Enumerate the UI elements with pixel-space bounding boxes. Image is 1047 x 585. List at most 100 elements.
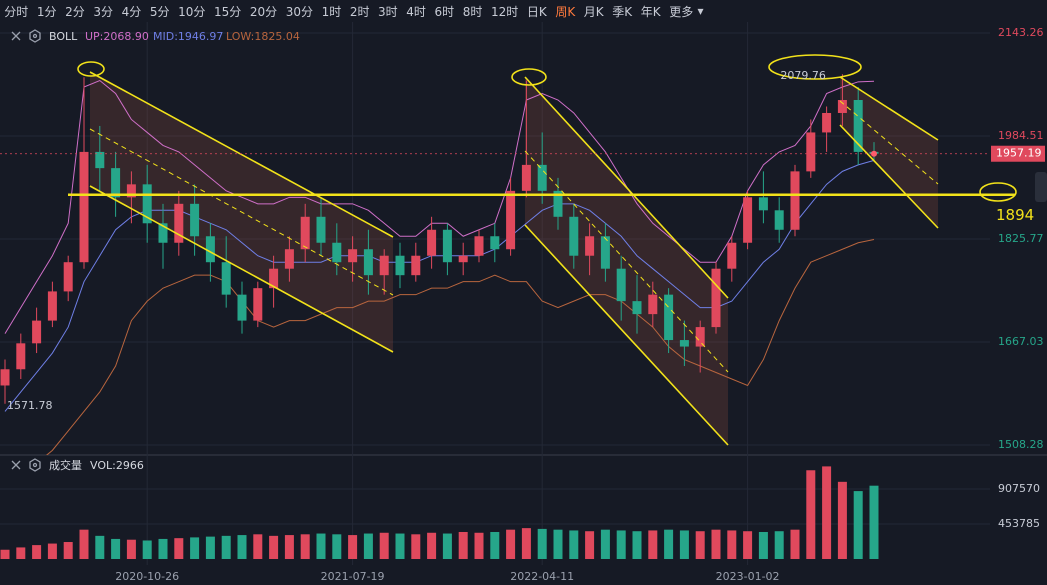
candle-body (16, 343, 26, 370)
y-tick-label: 1508.28 (998, 438, 1044, 451)
y-tick-label: 2143.26 (998, 26, 1044, 39)
volume-bar (774, 531, 784, 559)
candle-body (142, 184, 152, 224)
interval-tab[interactable]: 6时 (434, 4, 455, 19)
interval-tab[interactable]: 15分 (213, 4, 242, 19)
volume-bar (47, 543, 57, 559)
candle-body (253, 288, 263, 321)
candle-body (126, 184, 136, 198)
interval-tab[interactable]: 1时 (321, 4, 342, 19)
volume-bar (158, 538, 168, 559)
legend-entry: LOW:1825.04 (226, 30, 300, 43)
volume-bar (822, 466, 832, 559)
interval-tab[interactable]: 周K (555, 4, 576, 19)
candle-body (727, 242, 737, 269)
volume-bar (695, 531, 705, 559)
candle-body (411, 255, 421, 276)
interval-tab[interactable]: 日K (526, 4, 547, 19)
volume-bar (616, 530, 626, 559)
interval-tab[interactable]: 3时 (378, 4, 398, 19)
volume-bar (221, 535, 231, 559)
interval-tab[interactable]: 月K (583, 4, 604, 19)
volume-bar (727, 530, 737, 559)
volume-bar (600, 529, 610, 559)
volume-bar (474, 532, 484, 559)
candle-body (427, 229, 437, 256)
background (0, 22, 1047, 585)
x-tick-label: 2023-01-02 (716, 570, 780, 583)
volume-bar (395, 533, 405, 559)
candle-body (774, 210, 784, 230)
interval-tab[interactable]: 20分 (249, 4, 278, 19)
volume-bar (332, 534, 342, 559)
candle-body (837, 99, 847, 113)
volume-bar (427, 532, 437, 559)
volume-bar (16, 547, 26, 559)
candle-body (822, 112, 832, 133)
interval-tab[interactable]: 4分 (121, 4, 142, 19)
dropdown-caret[interactable]: ▾ (697, 4, 704, 18)
candle-body (553, 190, 563, 217)
candle-body (711, 268, 721, 328)
pane-icons (11, 29, 41, 472)
y-tick-label: 1984.51 (998, 129, 1044, 142)
interval-tab[interactable]: 30分 (285, 4, 313, 19)
candle-body (32, 320, 42, 344)
volume-bar (411, 534, 421, 559)
volume-bar (569, 530, 579, 559)
volume-bar (379, 532, 389, 559)
max-label: 2079.76 (780, 69, 826, 82)
candle-body (190, 203, 200, 237)
candle-body (205, 236, 215, 263)
candle-body (790, 171, 800, 230)
candle-body (616, 268, 626, 302)
volume-bar (190, 537, 200, 559)
interval-tab[interactable]: 季K (612, 4, 633, 19)
volume-legend: VOL:2966 (90, 459, 144, 472)
interval-tab[interactable]: 分时 (4, 4, 29, 19)
toolbar: 分时 1分 2分 3分 4分 5分 10分 15分 20分 30分 1时 2时 3时 4时 6时 8时 12时日… (0, 0, 704, 22)
volume-bar (758, 531, 768, 559)
candle-body (174, 203, 184, 243)
interval-tab[interactable]: 2时 (349, 4, 370, 19)
interval-tab[interactable]: 4时 (406, 4, 426, 19)
candle-body (474, 236, 484, 256)
candle-body (95, 151, 105, 169)
candle-body (506, 190, 516, 250)
interval-tab[interactable]: 3分 (93, 4, 114, 19)
candle-body (806, 132, 816, 172)
interval-tab[interactable]: 年K (640, 4, 661, 19)
volume-bar (316, 533, 326, 559)
interval-tab[interactable]: 更多 (669, 4, 694, 19)
side-handle[interactable] (1035, 172, 1047, 202)
volume-bar (269, 535, 279, 559)
volume-bar (743, 531, 753, 559)
channel-lines (77, 54, 1017, 446)
interval-tab[interactable]: 5分 (149, 4, 170, 19)
y-tick-label: 907570 (998, 482, 1040, 495)
interval-tab[interactable]: 1分 (36, 4, 57, 19)
candle-body (79, 151, 89, 263)
interval-tab[interactable]: 12时 (490, 4, 519, 19)
candle-body (537, 164, 547, 191)
candle-body (758, 197, 768, 211)
volume-bar (711, 529, 721, 559)
pane-title: 成交量 (49, 458, 82, 472)
candle-body (284, 249, 294, 269)
candle-body (158, 223, 168, 243)
interval-tab[interactable]: 2分 (65, 4, 85, 19)
volume-bar (363, 533, 373, 559)
min-label: 1571.78 (7, 399, 53, 412)
interval-tab[interactable]: 8时 (462, 4, 483, 19)
boll-line (45, 238, 875, 455)
volume-bar (869, 485, 879, 559)
volume-bar (348, 535, 358, 559)
volume-bar (506, 529, 516, 559)
volume-bar (790, 529, 800, 559)
volume-bar (284, 535, 294, 559)
volume-bar (300, 534, 310, 559)
interval-tab[interactable]: 10分 (178, 4, 206, 19)
candle-body (600, 236, 610, 269)
